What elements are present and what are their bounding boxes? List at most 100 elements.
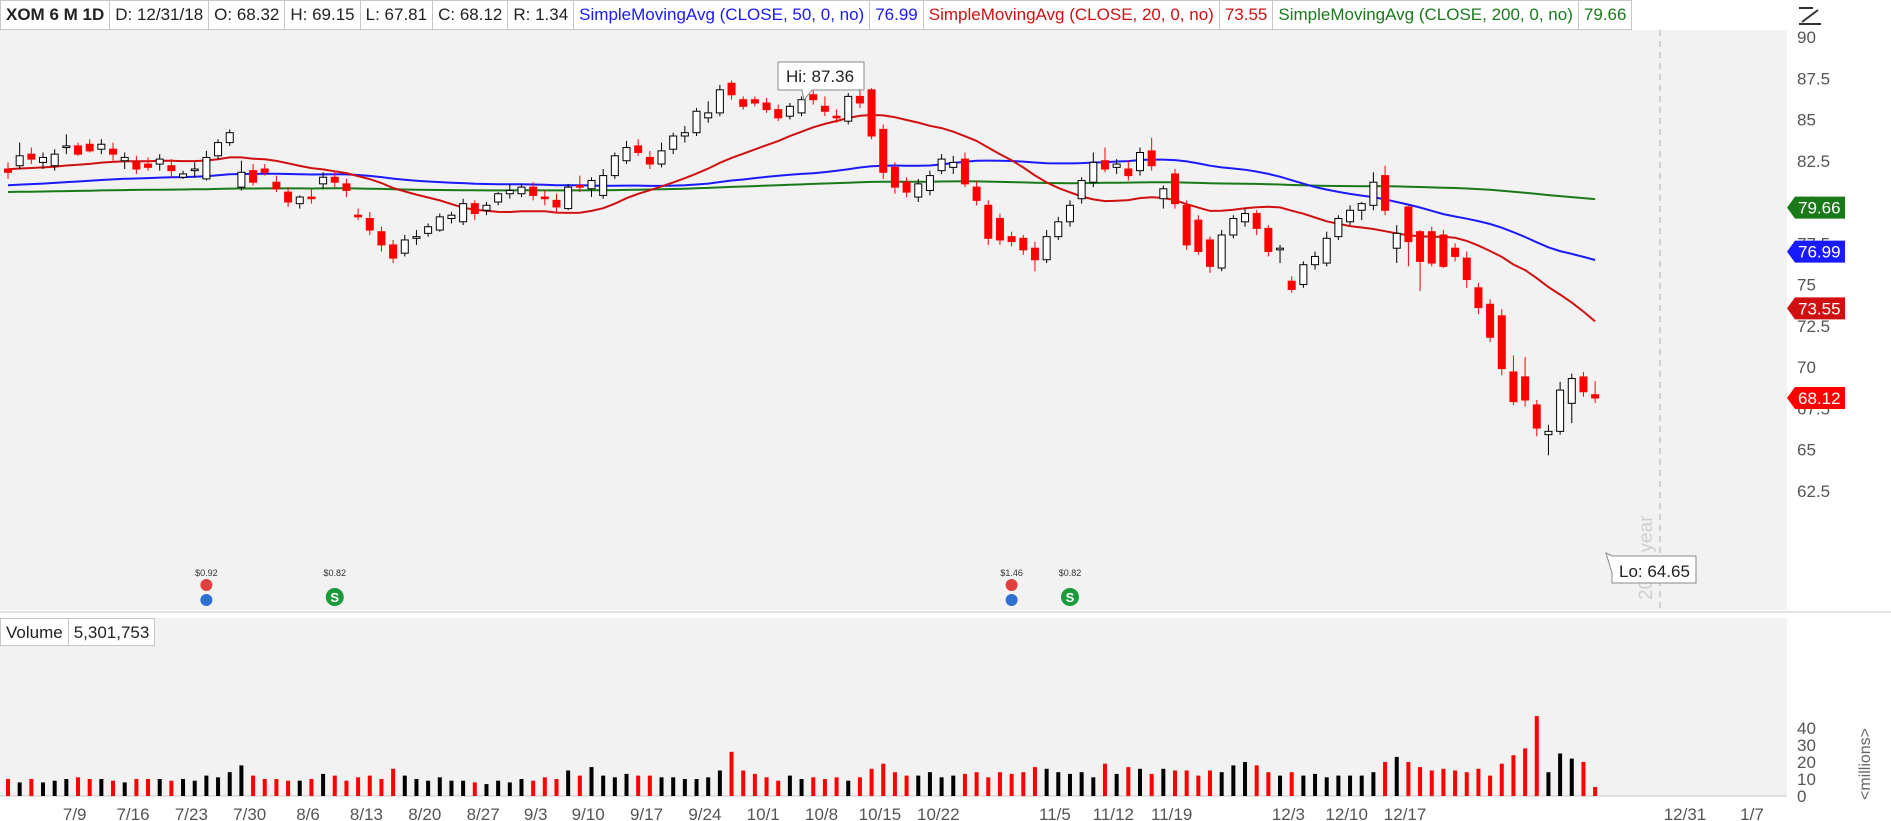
drawing-tool-icon[interactable] xyxy=(1796,4,1824,28)
volume-bar[interactable] xyxy=(496,780,501,796)
candle-body[interactable] xyxy=(1124,168,1133,177)
volume-bar[interactable] xyxy=(1032,767,1037,796)
volume-bar[interactable] xyxy=(962,773,967,796)
volume-bar[interactable] xyxy=(1243,762,1248,796)
volume-bar[interactable] xyxy=(822,779,827,796)
volume-bar[interactable] xyxy=(1009,773,1014,796)
sma20-label[interactable]: SimpleMovingAvg (CLOSE, 20, 0, no) xyxy=(923,0,1220,30)
volume-bar[interactable] xyxy=(1266,772,1271,796)
volume-bar[interactable] xyxy=(472,782,477,796)
candle-body[interactable] xyxy=(669,135,678,150)
volume-bar[interactable] xyxy=(951,775,956,796)
candle-body[interactable] xyxy=(610,155,619,177)
volume-bar[interactable] xyxy=(461,780,466,796)
candle-body[interactable] xyxy=(1065,204,1074,223)
candle-body[interactable] xyxy=(657,150,666,165)
volume-bar[interactable] xyxy=(787,775,792,796)
volume-bar[interactable] xyxy=(1383,762,1388,796)
volume-bar[interactable] xyxy=(1196,775,1201,796)
candle-body[interactable] xyxy=(167,165,176,172)
candle-body[interactable] xyxy=(1404,206,1413,243)
candle-body[interactable] xyxy=(1007,236,1016,243)
candle-body[interactable] xyxy=(39,156,48,163)
volume-bar[interactable] xyxy=(1593,786,1598,796)
candle-body[interactable] xyxy=(15,155,24,167)
candle-body[interactable] xyxy=(739,99,748,107)
volume-bar[interactable] xyxy=(857,777,862,796)
volume-bar[interactable] xyxy=(321,773,326,796)
volume-bar[interactable] xyxy=(554,779,559,796)
candle-body[interactable] xyxy=(517,186,526,195)
volume-bar[interactable] xyxy=(181,779,186,796)
candle-body[interactable] xyxy=(132,161,141,170)
volume-bar[interactable] xyxy=(577,775,582,796)
volume-bar[interactable] xyxy=(1102,763,1107,796)
volume-bar[interactable] xyxy=(449,780,454,796)
volume-bar[interactable] xyxy=(1173,770,1177,797)
candle-body[interactable] xyxy=(1019,237,1028,251)
candle-body[interactable] xyxy=(435,216,444,231)
candle-body[interactable] xyxy=(867,89,876,137)
volume-bar[interactable] xyxy=(1429,770,1434,797)
volume-bar[interactable] xyxy=(297,780,302,796)
candle-body[interactable] xyxy=(564,186,573,210)
volume-bar[interactable] xyxy=(87,779,92,796)
volume-bar[interactable] xyxy=(1558,753,1563,797)
volume-bar[interactable] xyxy=(927,772,932,796)
volume-bar[interactable] xyxy=(1254,765,1259,796)
candle-body[interactable] xyxy=(1591,394,1600,399)
candle-body[interactable] xyxy=(1217,234,1226,269)
candle-body[interactable] xyxy=(155,158,164,165)
candle-body[interactable] xyxy=(494,193,503,203)
volume-bar[interactable] xyxy=(227,772,232,796)
volume-bar[interactable] xyxy=(134,779,139,796)
candle-body[interactable] xyxy=(984,204,993,239)
candle-body[interactable] xyxy=(1299,264,1308,286)
volume-bar[interactable] xyxy=(1499,763,1504,796)
volume-bar[interactable] xyxy=(682,779,687,796)
candle-body[interactable] xyxy=(890,166,899,188)
candle-body[interactable] xyxy=(1556,389,1565,432)
candle-body[interactable] xyxy=(249,170,258,183)
candle-body[interactable] xyxy=(1287,280,1296,290)
volume-bar[interactable] xyxy=(437,777,442,796)
volume-bar[interactable] xyxy=(997,772,1002,796)
volume-bar[interactable] xyxy=(286,780,291,796)
candle-body[interactable] xyxy=(972,186,981,201)
volume-bar[interactable] xyxy=(1418,767,1423,796)
candle-body[interactable] xyxy=(1427,231,1436,264)
candle-body[interactable] xyxy=(1369,181,1378,206)
candle-body[interactable] xyxy=(330,176,339,183)
volume-bar[interactable] xyxy=(846,780,851,796)
volume-bar[interactable] xyxy=(671,777,676,796)
candle-body[interactable] xyxy=(295,196,304,205)
candle-body[interactable] xyxy=(459,203,468,223)
volume-bar[interactable] xyxy=(752,773,757,796)
candle-body[interactable] xyxy=(97,143,106,150)
volume-bar[interactable] xyxy=(1348,775,1353,796)
sma200-label[interactable]: SimpleMovingAvg (CLOSE, 200, 0, no) xyxy=(1273,0,1579,30)
candle-body[interactable] xyxy=(1544,430,1553,436)
candle-body[interactable] xyxy=(342,183,351,191)
volume-bar[interactable] xyxy=(1161,768,1166,796)
candle-body[interactable] xyxy=(1077,180,1086,200)
volume-bar[interactable] xyxy=(892,772,897,796)
candle-body[interactable] xyxy=(1054,221,1063,238)
volume-bar[interactable] xyxy=(1441,768,1446,796)
volume-bar[interactable] xyxy=(1534,716,1539,796)
volume-bar[interactable] xyxy=(344,780,349,796)
candle-body[interactable] xyxy=(1392,232,1401,249)
volume-bar[interactable] xyxy=(262,779,267,796)
candle-body[interactable] xyxy=(762,102,771,111)
candle-body[interactable] xyxy=(949,161,958,168)
candle-body[interactable] xyxy=(190,168,199,172)
candle-body[interactable] xyxy=(202,156,211,180)
volume-bar[interactable] xyxy=(1511,755,1516,796)
volume-bar[interactable] xyxy=(1184,770,1189,797)
volume-bar[interactable] xyxy=(332,775,337,796)
volume-bar[interactable] xyxy=(216,777,221,796)
volume-bar[interactable] xyxy=(1056,772,1061,796)
candle-body[interactable] xyxy=(85,143,94,152)
candle-body[interactable] xyxy=(1276,247,1285,251)
volume-bar[interactable] xyxy=(1324,777,1329,796)
